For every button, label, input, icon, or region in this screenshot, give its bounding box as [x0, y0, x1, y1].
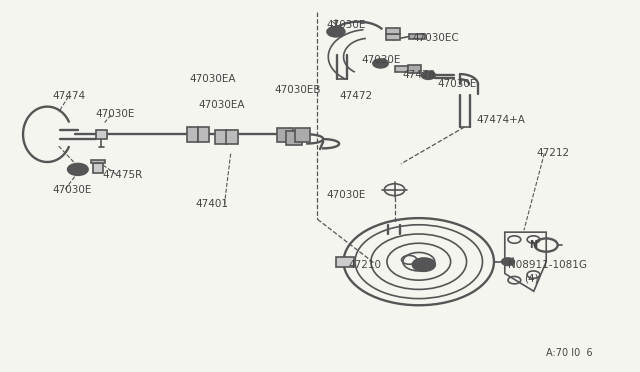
- Text: 47210: 47210: [349, 260, 381, 270]
- Circle shape: [502, 258, 515, 265]
- Bar: [395, 65, 408, 72]
- Text: 47475R: 47475R: [102, 170, 142, 180]
- Bar: [386, 28, 399, 34]
- Text: 47212: 47212: [537, 148, 570, 158]
- Bar: [93, 163, 102, 173]
- Bar: [294, 128, 310, 142]
- Text: 47030EB: 47030EB: [274, 85, 321, 95]
- Text: 47472: 47472: [339, 90, 372, 100]
- Text: N: N: [529, 240, 538, 250]
- Text: 47030E: 47030E: [326, 20, 365, 31]
- Text: 47474+A: 47474+A: [476, 115, 525, 125]
- Circle shape: [327, 26, 345, 37]
- Text: N08911-1081G: N08911-1081G: [508, 260, 587, 270]
- Bar: [277, 128, 292, 142]
- Text: A:70 I0  6: A:70 I0 6: [546, 348, 593, 358]
- Bar: [336, 257, 354, 267]
- Bar: [91, 160, 104, 163]
- Circle shape: [373, 59, 388, 68]
- Bar: [187, 127, 198, 142]
- Bar: [409, 33, 425, 39]
- Bar: [408, 65, 420, 73]
- Text: 47030EC: 47030EC: [412, 33, 459, 43]
- Text: 47474: 47474: [52, 90, 86, 100]
- Bar: [216, 129, 227, 144]
- Text: 47030E: 47030E: [96, 109, 135, 119]
- Text: 47030EA: 47030EA: [199, 100, 245, 110]
- Circle shape: [73, 166, 83, 172]
- Bar: [227, 129, 238, 144]
- Bar: [286, 131, 301, 145]
- Bar: [386, 34, 399, 40]
- Text: 47030EA: 47030EA: [189, 74, 236, 84]
- Circle shape: [68, 163, 88, 175]
- Circle shape: [421, 71, 435, 79]
- Text: 47030E: 47030E: [362, 55, 401, 65]
- Circle shape: [412, 258, 435, 271]
- Text: 47030E: 47030E: [438, 80, 477, 89]
- Text: 47030E: 47030E: [52, 185, 92, 195]
- Text: 47401: 47401: [196, 199, 228, 209]
- Text: (4): (4): [524, 273, 538, 283]
- Bar: [198, 127, 209, 142]
- Text: 47478: 47478: [403, 70, 436, 80]
- Text: 47030E: 47030E: [326, 190, 365, 200]
- Bar: [96, 130, 107, 139]
